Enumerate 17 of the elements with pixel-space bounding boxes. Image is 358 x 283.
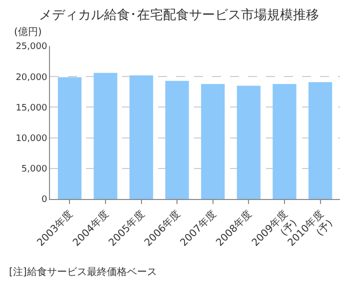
bar [236, 86, 261, 199]
y-tick-label: 20,000 [16, 72, 48, 83]
text: [注]給食サービス最終価格ベース [9, 266, 157, 278]
chart-title: メディカル給食･在宅配食サービス市場規模推移 [39, 7, 319, 24]
y-axis-title: (億円) [14, 26, 42, 38]
y-tick-label: 5,000 [21, 164, 48, 175]
bar [165, 80, 189, 199]
bar [272, 84, 296, 199]
y-tick-label: 25,000 [16, 42, 48, 52]
y-tick-label: 0 [41, 195, 48, 206]
bar [201, 84, 225, 199]
bar [129, 75, 154, 199]
bar [58, 77, 82, 199]
y-tick-label: 10,000 [16, 134, 48, 144]
bar [308, 82, 332, 199]
bar [94, 72, 118, 199]
y-tick-label: 15,000 [16, 103, 48, 114]
